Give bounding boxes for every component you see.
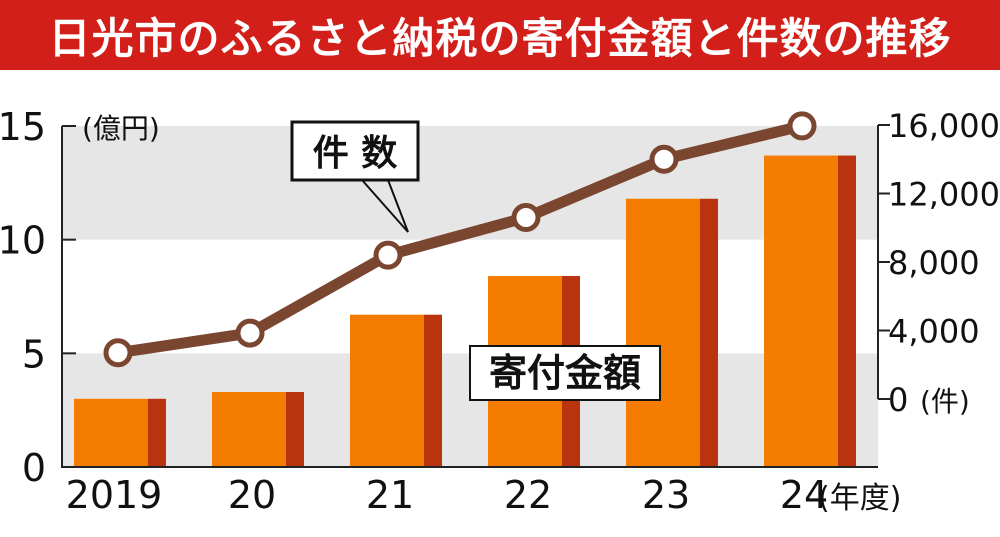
x-tick-label-23: 23	[642, 473, 690, 517]
x-tick-label-22: 22	[504, 473, 552, 517]
line-group	[103, 111, 817, 368]
x-tick-label-20: 20	[228, 473, 276, 517]
y-right-tick-label: 12,000	[888, 176, 1000, 214]
line-point-21	[373, 240, 403, 270]
line-point-20	[235, 318, 265, 348]
chart-title: 日光市のふるさと納税の寄付金額と件数の推移	[48, 13, 952, 63]
title-banner: 日光市のふるさと納税の寄付金額と件数の推移	[0, 0, 1000, 70]
y-left-tick-label: 10	[0, 219, 46, 263]
y-right-unit: (件)	[920, 385, 970, 418]
line-point-23	[649, 144, 679, 174]
y-left-tick-label: 0	[22, 446, 46, 490]
x-tick-label-21: 21	[366, 473, 414, 517]
bar-20	[212, 391, 286, 467]
line-label-box	[290, 120, 420, 182]
line-series-label: 件 数	[313, 133, 398, 174]
line-point-2019	[103, 338, 133, 368]
y-right-tick-label: 16,000	[888, 107, 1000, 145]
y-right-tick-label: 0	[888, 381, 908, 419]
y-right-tick-label: 8,000	[888, 244, 980, 282]
y-left-tick-label: 5	[22, 332, 46, 376]
bar-side-21	[424, 314, 442, 467]
background-band	[62, 126, 878, 240]
bar-series-label: 寄付金額	[489, 351, 641, 395]
x-tick-label-2019: 2019	[66, 473, 163, 517]
line-point-24	[787, 111, 817, 141]
bar-24	[764, 155, 838, 467]
bar-21	[350, 314, 424, 467]
line-point-22	[511, 202, 541, 232]
bar-23	[626, 198, 700, 467]
y-right-tick-label: 4,000	[888, 313, 980, 351]
line-label-pointer	[361, 179, 409, 233]
bar-side-2019	[148, 398, 166, 467]
bar-2019	[74, 398, 148, 467]
y-left-unit: (億円)	[82, 112, 160, 145]
x-unit: (年度)	[818, 481, 901, 516]
bar-side-20	[286, 391, 304, 467]
axes-group: 0 5 10 15 (億円) 0 4,000 8,000 12,000 16,000 (件)	[0, 105, 1000, 490]
x-tick-label-24: 24	[780, 473, 828, 517]
line-series	[117, 120, 804, 359]
bar-side-23	[700, 198, 718, 467]
bar-side-24	[838, 155, 856, 467]
y-left-tick-label: 15	[0, 105, 46, 149]
bar-label-box	[469, 345, 661, 401]
background-bands	[62, 126, 878, 467]
chart-svg: 0 5 10 15 (億円) 0 4,000 8,000 12,000 16,000 (件) 201…	[0, 105, 1000, 517]
